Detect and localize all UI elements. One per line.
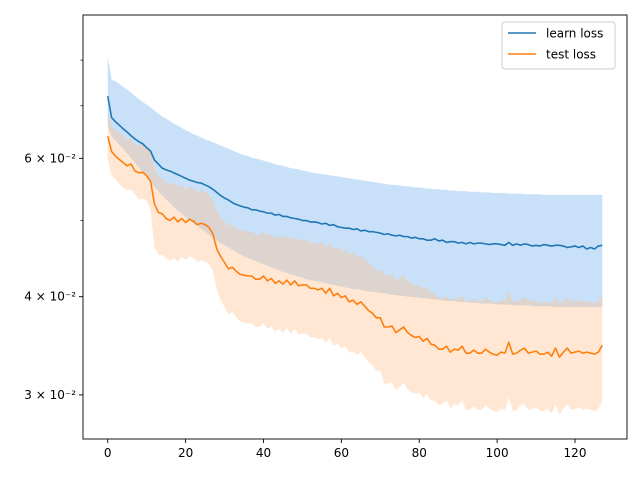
x-tick-label: 120 — [564, 446, 587, 460]
y-tick-label: 4 × 10⁻² — [24, 290, 76, 304]
x-tick-label: 40 — [256, 446, 271, 460]
x-tick-label: 80 — [412, 446, 427, 460]
plot-frame — [82, 14, 628, 440]
legend-label-learn-loss: learn loss — [546, 27, 603, 41]
x-tick-label: 0 — [104, 446, 112, 460]
y-tick-label: 3 × 10⁻² — [24, 388, 76, 402]
y-tick-label: 6 × 10⁻² — [24, 151, 76, 165]
test-loss-line — [106, 136, 603, 359]
x-axis-ticks: 0 20 40 60 80 100 120 — [104, 439, 587, 460]
series-lines — [106, 95, 603, 359]
legend-label-test-loss: test loss — [546, 48, 596, 62]
learn-loss-line — [106, 95, 603, 250]
legend: learn loss test loss — [501, 21, 616, 70]
test-loss-band — [107, 110, 603, 415]
x-tick-label: 60 — [334, 446, 349, 460]
y-axis-ticks: 3 × 10⁻² 4 × 10⁻² 6 × 10⁻² — [24, 59, 83, 402]
x-tick-label: 100 — [486, 446, 509, 460]
learn-loss-band — [107, 55, 603, 308]
x-tick-label: 20 — [178, 446, 193, 460]
confidence-bands — [107, 55, 603, 415]
